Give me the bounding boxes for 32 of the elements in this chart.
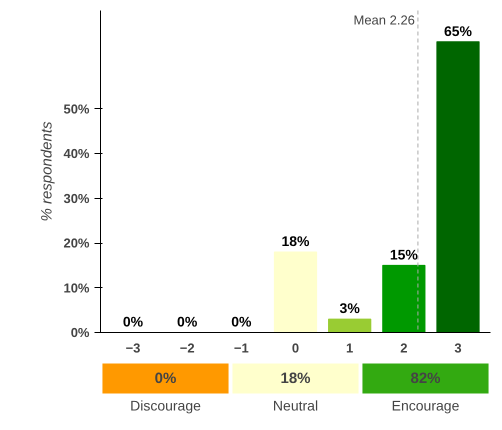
text: 82% bbox=[410, 370, 441, 387]
data-label: 3% bbox=[340, 300, 360, 316]
bar bbox=[382, 264, 426, 332]
x-tick-label: 1 bbox=[346, 340, 354, 356]
x-tick-label: −2 bbox=[180, 340, 195, 356]
ref-line-label: Mean 2.26 bbox=[353, 12, 415, 28]
y-tick-label: 50% bbox=[63, 101, 90, 116]
data-label: 15% bbox=[390, 246, 418, 262]
x-tick-label: 2 bbox=[400, 340, 408, 356]
y-tick-label: 20% bbox=[63, 236, 90, 251]
x-tick-label: −3 bbox=[126, 340, 140, 356]
y-tick-label: 10% bbox=[63, 280, 90, 296]
bar bbox=[328, 318, 372, 332]
text: 0% bbox=[154, 370, 176, 387]
y-tick-label: 0% bbox=[70, 325, 90, 340]
data-label: 65% bbox=[444, 22, 473, 39]
category-label: Neutral bbox=[272, 398, 318, 414]
data-label: 0% bbox=[177, 314, 198, 330]
x-tick-label: 0 bbox=[292, 340, 300, 356]
y-tick-label: 40% bbox=[63, 146, 90, 162]
bar bbox=[436, 41, 480, 332]
bar bbox=[274, 252, 318, 332]
data-label: 18% bbox=[281, 233, 310, 249]
category-label: Encourage bbox=[392, 398, 460, 414]
data-label: 0% bbox=[231, 314, 252, 330]
x-tick-label: 3 bbox=[454, 340, 462, 356]
data-label: 0% bbox=[122, 314, 144, 330]
y-tick-label: 30% bbox=[63, 190, 90, 206]
y-axis-title: % respondents bbox=[38, 120, 56, 222]
x-tick-label: −1 bbox=[234, 340, 249, 356]
category-label: Discourage bbox=[130, 398, 202, 414]
text: 18% bbox=[280, 370, 311, 387]
